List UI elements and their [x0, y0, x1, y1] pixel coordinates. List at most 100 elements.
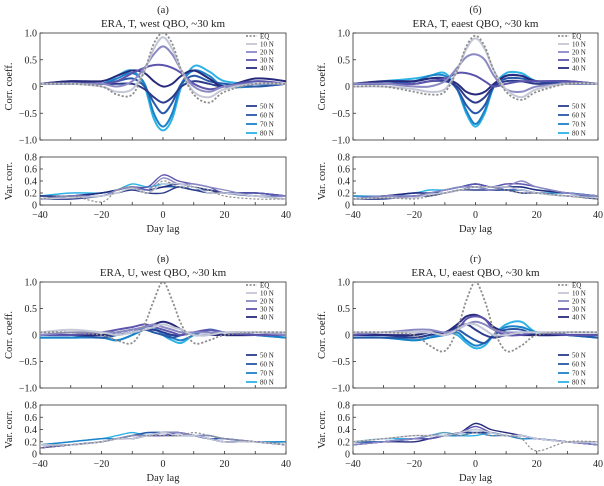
legend-label: 10 N — [572, 290, 586, 298]
chart-title: ERA, T, west QBO, ~30 km — [101, 18, 226, 30]
chart-b-corr: 1.0 0.5 0 −0.5 −1.0 Corr. coeff. (б) ERA, T, ea… — [317, 5, 599, 147]
x-tick-label: 20 — [532, 210, 542, 221]
series-group — [40, 282, 286, 345]
legend-label: 80 N — [260, 379, 274, 387]
legend-label: 60 N — [260, 112, 274, 120]
series-line-50n — [40, 431, 286, 449]
x-tick-label: −40 — [345, 210, 361, 221]
legend-label: 70 N — [572, 370, 586, 378]
legend-label: 40 N — [260, 65, 274, 73]
series-line-eq — [40, 432, 286, 449]
series-line-60n — [40, 431, 286, 446]
series-line-80n — [40, 182, 286, 197]
y-tick-label: 0.8 — [338, 153, 351, 164]
legend-label: 40 N — [572, 314, 586, 322]
y-tick-label: 0.5 — [25, 55, 38, 66]
legend-label: 60 N — [260, 361, 274, 369]
series-line-10n — [40, 431, 286, 446]
legend-label: 20 N — [572, 49, 586, 57]
series-group — [353, 282, 598, 353]
legend-label: 80 N — [260, 130, 274, 138]
y-axis-label: Corr. coeff. — [317, 311, 328, 359]
y-tick-label: 0.5 — [338, 55, 351, 66]
x-axis-label: Day lag — [147, 224, 181, 235]
series-line-40n — [353, 73, 598, 96]
y-tick-label: 1.0 — [338, 278, 351, 289]
y-tick-label: 0 — [345, 450, 350, 461]
legend-label: EQ — [572, 33, 581, 41]
y-tick-label: 1.0 — [25, 29, 38, 40]
series-line-20n — [40, 431, 286, 446]
legend-label: 50 N — [260, 352, 274, 360]
y-axis-label: Var. corr. — [317, 410, 328, 448]
x-tick-label: 40 — [281, 210, 291, 221]
y-tick-label: 0 — [32, 331, 37, 342]
series-line-eq — [353, 186, 598, 200]
y-tick-label: −1.0 — [332, 136, 350, 147]
legend-label: EQ — [260, 282, 269, 290]
y-tick-label: 0.8 — [338, 401, 351, 412]
x-tick-label: −20 — [406, 210, 422, 221]
x-tick-label: −20 — [94, 459, 110, 470]
series-group — [353, 180, 598, 200]
axes-frame — [39, 404, 287, 455]
x-tick-label: 40 — [593, 459, 603, 470]
chart-title: ERA, U, eaest QBO, ~30 km — [411, 267, 540, 279]
y-tick-label: 0.2 — [25, 437, 38, 448]
legend-label: 70 N — [260, 370, 274, 378]
series-line-70n — [353, 325, 598, 347]
panel-label: (б) — [469, 5, 482, 16]
legend-label: 10 N — [260, 41, 274, 49]
legend-label: 60 N — [572, 361, 586, 369]
panel-label: (г) — [470, 254, 482, 265]
legend-label: 20 N — [260, 49, 274, 57]
panel-label: (в) — [157, 254, 169, 265]
y-tick-label: −1.0 — [19, 384, 37, 395]
series-line-30n — [353, 182, 598, 200]
series-line-40n — [353, 313, 598, 337]
series-line-80n — [40, 64, 286, 132]
x-tick-label: −20 — [94, 210, 110, 221]
legend-label: 70 N — [260, 121, 274, 129]
legend-label: EQ — [572, 282, 581, 290]
y-tick-label: 0.6 — [338, 165, 351, 176]
series-line-eq — [40, 33, 286, 104]
y-tick-label: 0.6 — [25, 413, 38, 424]
x-tick-label: 20 — [532, 459, 542, 470]
y-tick-label: 0.5 — [338, 304, 351, 315]
y-tick-label: 0.5 — [25, 304, 38, 315]
y-tick-label: 0.6 — [338, 413, 351, 424]
y-tick-label: −0.5 — [19, 357, 37, 368]
series-line-30n — [353, 71, 598, 88]
x-tick-label: 20 — [220, 210, 230, 221]
y-tick-label: 0 — [345, 201, 350, 212]
y-tick-label: 0.6 — [25, 165, 38, 176]
series-line-80n — [40, 431, 286, 446]
x-axis-label: Day lag — [459, 473, 493, 484]
chart-title: ERA, T, eaest QBO, ~30 km — [413, 18, 539, 30]
y-tick-label: 0.8 — [25, 153, 38, 164]
legend-label: 30 N — [572, 306, 586, 314]
y-axis-label: Corr. coeff. — [4, 311, 15, 359]
series-line-10n — [40, 182, 286, 200]
y-tick-label: 1.0 — [338, 29, 351, 40]
y-tick-label: 0.8 — [25, 401, 38, 412]
y-tick-label: 0.4 — [338, 425, 351, 436]
y-axis-label: Corr. coeff. — [317, 63, 328, 111]
series-line-10n — [353, 37, 598, 99]
x-tick-label: 40 — [281, 459, 291, 470]
legend-label: 30 N — [260, 57, 274, 65]
chart-a-corr: 1.0 0.5 0 −0.5 −1.0 Corr. coeff. (a) ERA, T, we… — [4, 5, 287, 147]
series-group — [40, 33, 286, 132]
legend-label: 80 N — [572, 130, 586, 138]
legend-label: 50 N — [572, 103, 586, 111]
y-tick-label: 0 — [345, 82, 350, 93]
legend-label: 30 N — [572, 57, 586, 65]
